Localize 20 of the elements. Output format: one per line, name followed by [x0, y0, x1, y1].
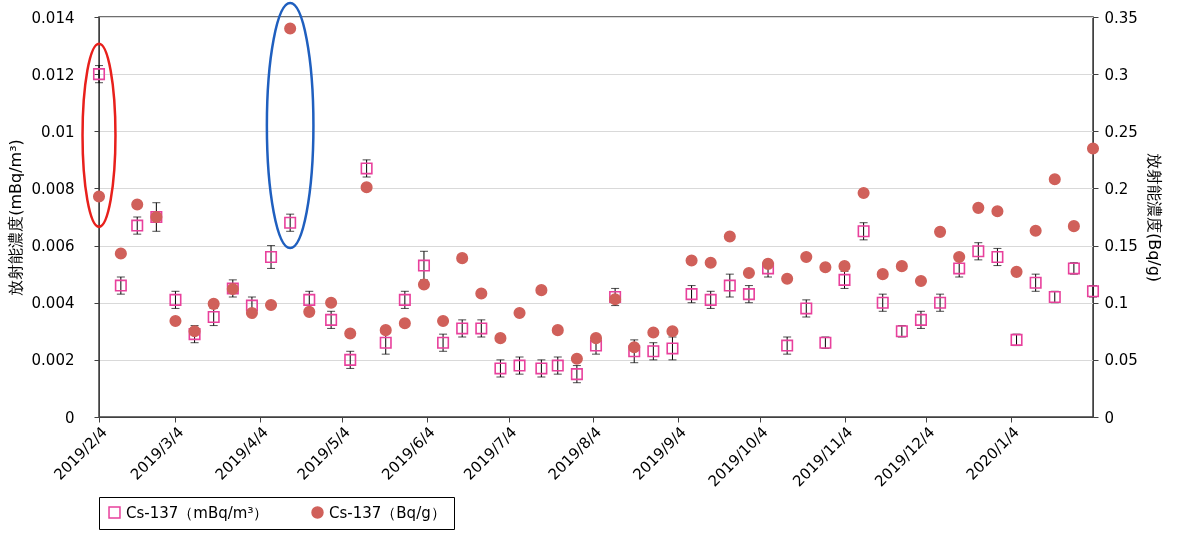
y2-tick-label: 0.3	[1104, 65, 1129, 84]
y-tick-label: 0.002	[31, 351, 75, 370]
y-tick-label: 0.006	[31, 237, 75, 256]
y-tick-label: 0.01	[41, 122, 75, 141]
legend-label: Cs-137（Bq/g）	[329, 503, 446, 522]
y-axis-title: 放射能濃度(mBq/m³)	[5, 139, 25, 296]
y2-tick-label: 0	[1104, 408, 1115, 427]
y2-axis-title: 放射能濃度(Bq/g)	[1144, 152, 1164, 283]
y2-tick-label: 0.15	[1104, 237, 1138, 256]
y-tick-label: 0.012	[31, 65, 75, 84]
y-tick-label: 0.008	[31, 179, 75, 198]
y-tick-label: 0.014	[31, 8, 75, 27]
y2-tick-label: 0.2	[1104, 179, 1129, 198]
y2-tick-label: 0.1	[1104, 294, 1129, 313]
legend-label: Cs-137（mBq/m³）	[126, 503, 269, 522]
y-tick-label: 0	[64, 408, 75, 427]
y2-tick-label: 0.05	[1104, 351, 1138, 370]
y-tick-label: 0.004	[31, 294, 75, 313]
y2-tick-label: 0.25	[1104, 122, 1138, 141]
y2-tick-label: 0.35	[1104, 8, 1138, 27]
